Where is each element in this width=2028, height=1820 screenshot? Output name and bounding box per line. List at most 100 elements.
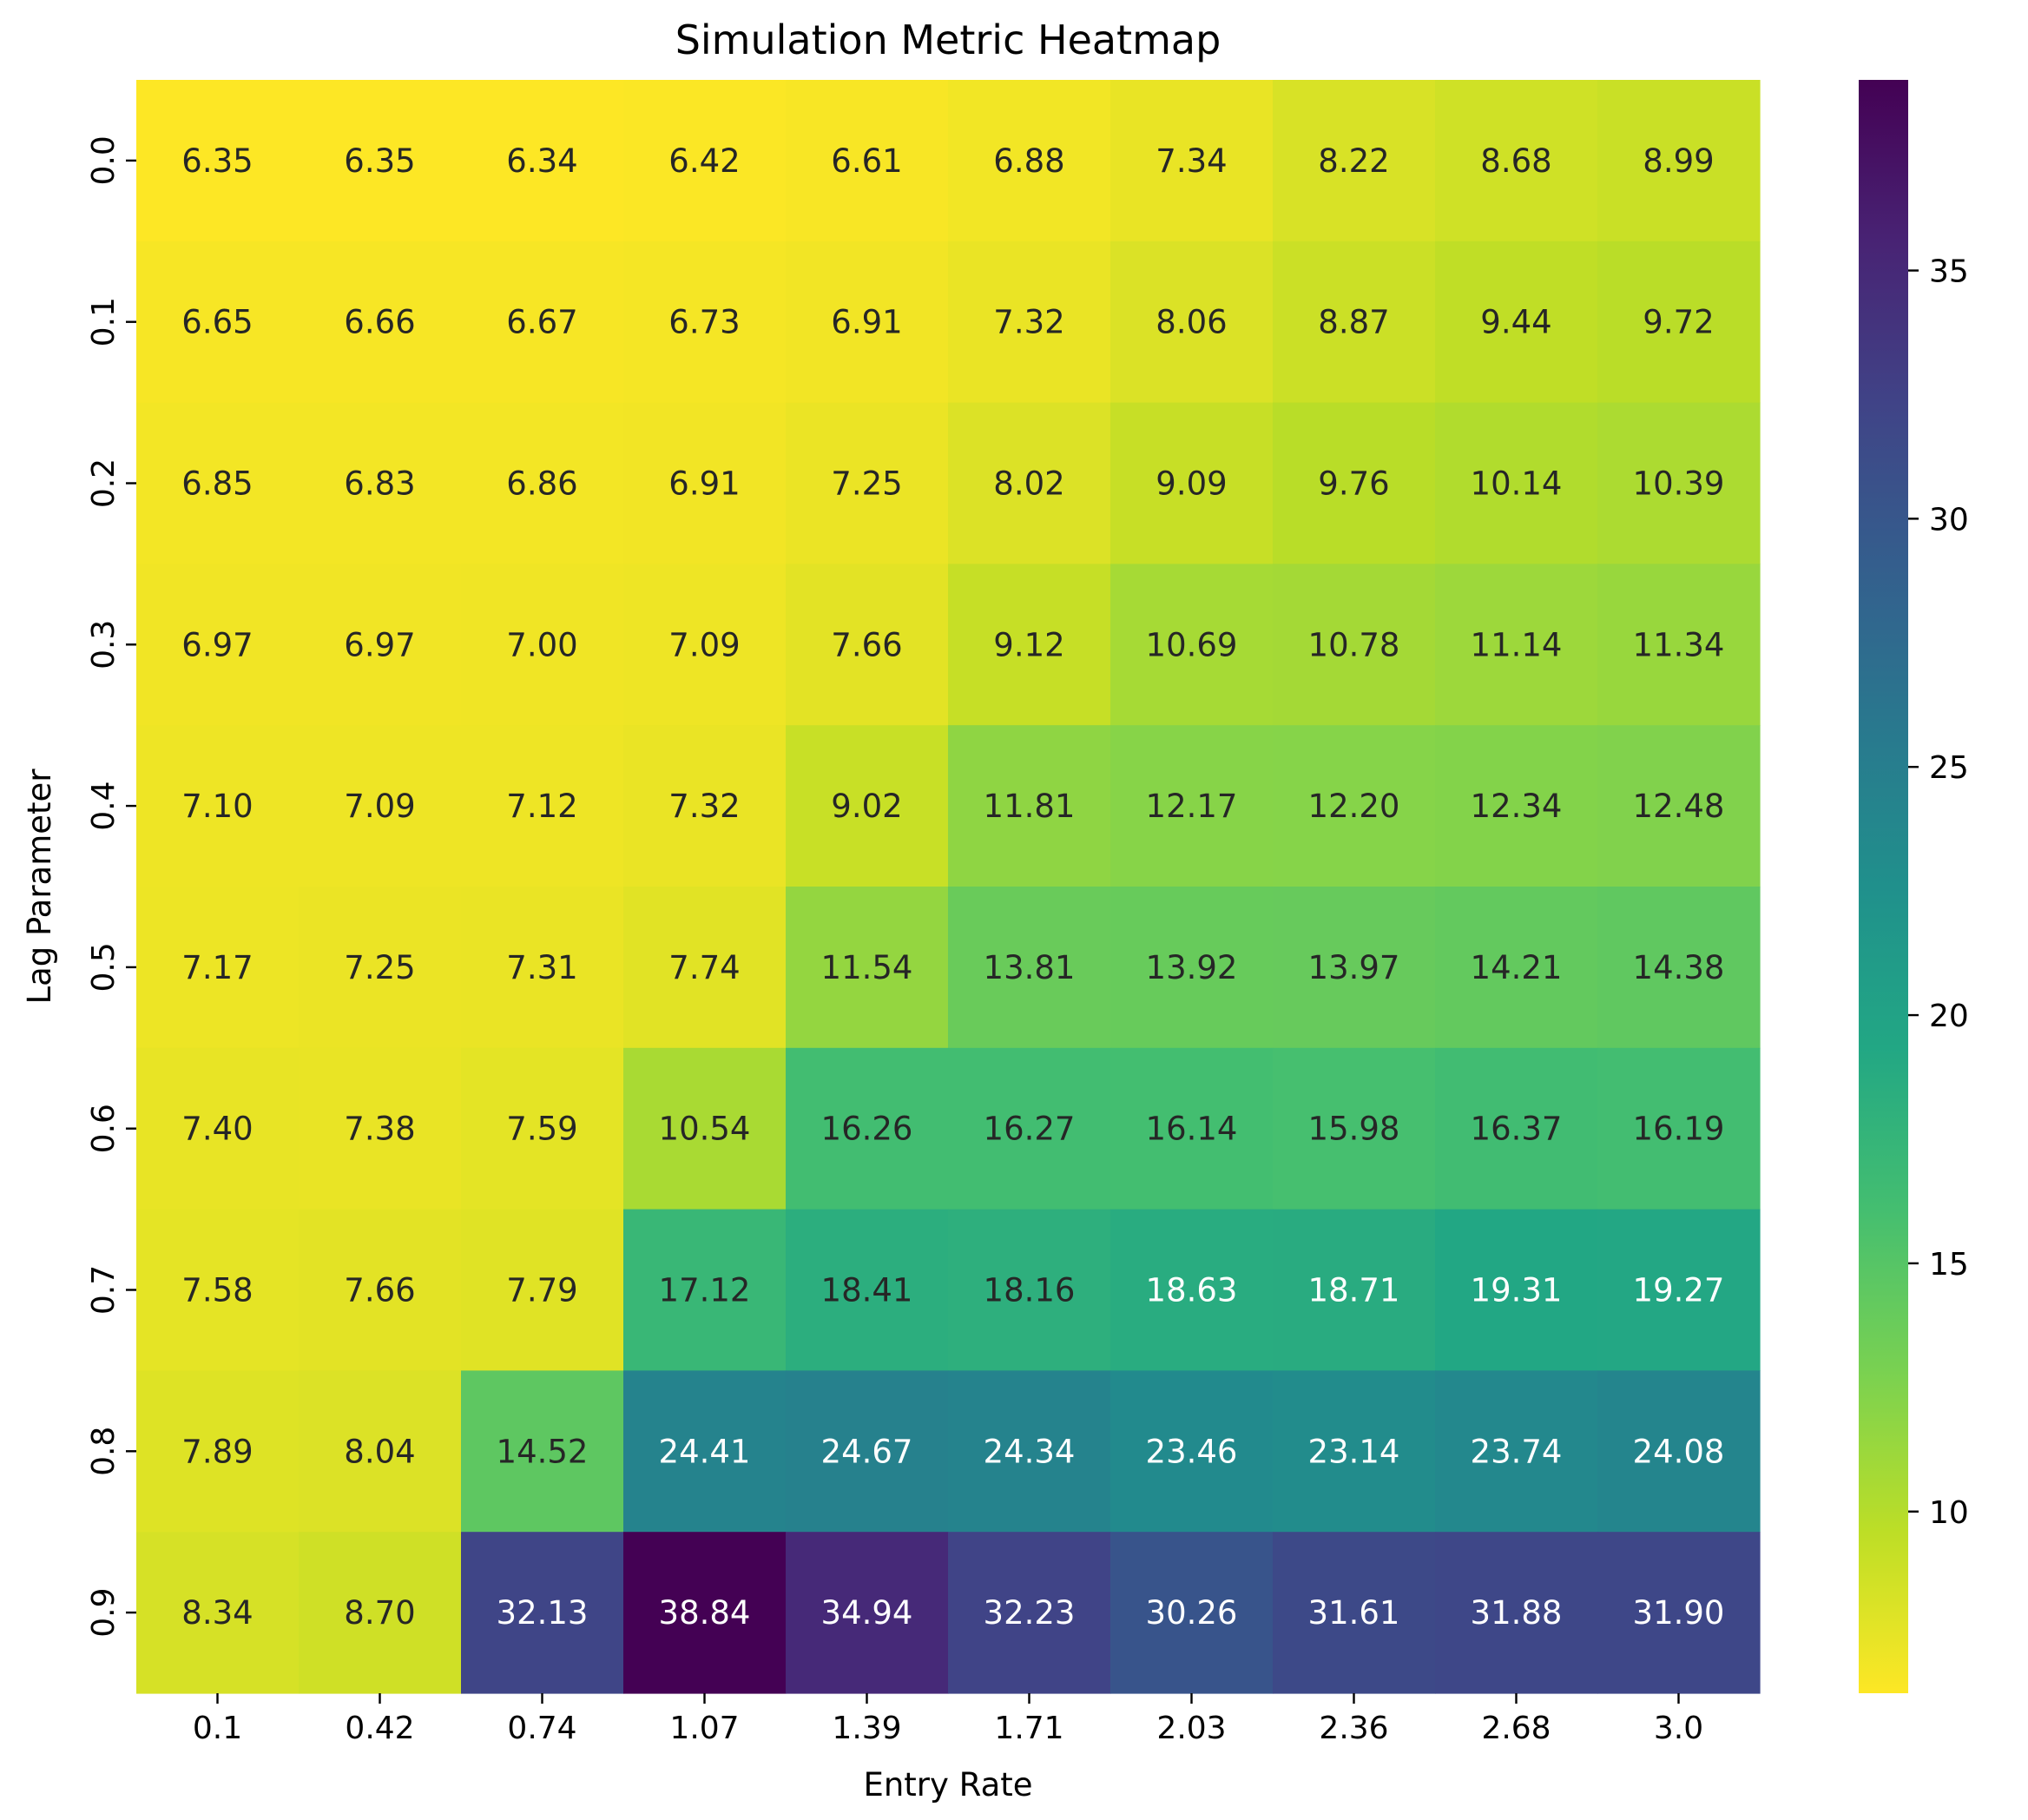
heatmap-cell <box>136 887 300 1049</box>
cell-value-label: 32.23 <box>984 1594 1076 1632</box>
x-tick-label: 0.74 <box>507 1711 576 1746</box>
heatmap-cell <box>1273 1047 1436 1210</box>
cell-value-label: 15.98 <box>1308 1111 1400 1148</box>
colorbar-tick-label: 35 <box>1929 254 1969 290</box>
heatmap-cell <box>1273 887 1436 1049</box>
heatmap-cell <box>1435 1532 1598 1694</box>
heatmap-cell <box>948 1209 1111 1371</box>
y-axis-label: Lag Parameter <box>21 768 58 1005</box>
cell-value-label: 24.67 <box>821 1433 913 1470</box>
heatmap-cell <box>1597 1047 1761 1210</box>
heatmap-cell <box>461 1209 624 1371</box>
heatmap-cell <box>1273 1370 1436 1533</box>
colorbar-tick-label: 30 <box>1929 502 1969 537</box>
cell-value-label: 16.14 <box>1146 1111 1238 1148</box>
y-tick-label: 0.3 <box>86 620 122 669</box>
heatmap-cell <box>1273 80 1436 242</box>
y-tick-label: 0.4 <box>86 781 122 830</box>
cell-value-label: 9.02 <box>831 788 902 825</box>
y-tick-label: 0.2 <box>86 458 122 508</box>
heatmap-cell <box>786 725 949 887</box>
cell-value-label: 24.34 <box>984 1433 1076 1470</box>
cell-value-label: 16.37 <box>1471 1111 1563 1148</box>
heatmap-cell <box>623 887 787 1049</box>
heatmap-cell <box>1110 402 1274 564</box>
cell-value-label: 18.63 <box>1146 1272 1238 1309</box>
heatmap-cell <box>299 241 462 404</box>
cell-value-label: 34.94 <box>821 1594 913 1632</box>
cell-value-label: 10.54 <box>659 1111 751 1148</box>
heatmap-cell <box>1435 887 1598 1049</box>
heatmap-cell <box>948 1047 1111 1210</box>
colorbar-ticks: 10 15 20 25 30 35 <box>1908 254 1969 1531</box>
cell-value-label: 31.61 <box>1308 1594 1400 1632</box>
cell-value-label: 13.81 <box>984 949 1076 986</box>
cell-value-label: 7.58 <box>181 1272 253 1309</box>
heatmap-cell-labels: 6.35 6.35 6.34 6.42 6.61 6.88 7.34 8.22 8.68 8.99… <box>181 142 1724 1632</box>
cell-value-label: 9.12 <box>993 626 1064 663</box>
cell-value-label: 24.41 <box>659 1433 751 1470</box>
cell-value-label: 7.12 <box>506 788 577 825</box>
x-tick-label: 0.42 <box>345 1711 414 1746</box>
cell-value-label: 7.40 <box>181 1111 253 1148</box>
cell-value-label: 16.19 <box>1633 1111 1725 1148</box>
cell-value-label: 23.74 <box>1471 1433 1563 1470</box>
cell-value-label: 12.17 <box>1146 788 1238 825</box>
cell-value-label: 18.16 <box>984 1272 1076 1309</box>
cell-value-label: 23.46 <box>1146 1433 1238 1470</box>
cell-value-label: 24.08 <box>1633 1433 1725 1470</box>
heatmap-cell <box>1110 564 1274 726</box>
heatmap-cell <box>1110 1047 1274 1210</box>
heatmap-cell <box>461 887 624 1049</box>
cell-value-label: 12.20 <box>1308 788 1400 825</box>
heatmap-cell <box>136 564 300 726</box>
cell-value-label: 17.12 <box>659 1272 751 1309</box>
cell-value-label: 12.34 <box>1471 788 1563 825</box>
heatmap-cell <box>786 402 949 564</box>
cell-value-label: 7.31 <box>506 949 577 986</box>
cell-value-label: 14.21 <box>1471 949 1563 986</box>
x-tick-label: 1.71 <box>994 1711 1063 1746</box>
y-tick-label: 0.0 <box>86 135 122 185</box>
heatmap-cell <box>623 1047 787 1210</box>
cell-value-label: 8.87 <box>1318 304 1389 341</box>
cell-value-label: 11.81 <box>984 788 1076 825</box>
heatmap-cell <box>1110 1532 1274 1694</box>
cell-value-label: 19.27 <box>1633 1272 1725 1309</box>
heatmap-cell <box>299 1370 462 1533</box>
cell-value-label: 7.09 <box>344 788 415 825</box>
heatmap-cell <box>786 564 949 726</box>
heatmap-cell <box>299 1209 462 1371</box>
heatmap-cell <box>948 80 1111 242</box>
cell-value-label: 6.66 <box>344 304 415 341</box>
cell-value-label: 6.73 <box>668 304 740 341</box>
cell-value-label: 9.44 <box>1480 304 1551 341</box>
cell-value-label: 10.78 <box>1308 626 1400 663</box>
cell-value-label: 7.59 <box>506 1111 577 1148</box>
cell-value-label: 6.65 <box>181 304 253 341</box>
cell-value-label: 8.34 <box>181 1594 253 1632</box>
heatmap-cell <box>299 564 462 726</box>
heatmap-cell <box>299 1532 462 1694</box>
cell-value-label: 8.99 <box>1643 142 1714 180</box>
heatmap-cell <box>1273 1532 1436 1694</box>
heatmap-cell <box>1435 564 1598 726</box>
cell-value-label: 9.76 <box>1318 465 1389 503</box>
heatmap-cell <box>299 725 462 887</box>
heatmap-cell <box>136 1209 300 1371</box>
heatmap-cell <box>786 887 949 1049</box>
heatmap-cell <box>623 241 787 404</box>
heatmap-cells <box>136 80 1761 1694</box>
heatmap-cell <box>623 725 787 887</box>
cell-value-label: 8.70 <box>344 1594 415 1632</box>
x-tick-label: 3.0 <box>1654 1711 1703 1746</box>
cell-value-label: 7.17 <box>181 949 253 986</box>
cell-value-label: 12.48 <box>1633 788 1725 825</box>
heatmap-cell <box>1597 1209 1761 1371</box>
x-tick-label: 1.07 <box>669 1711 739 1746</box>
heatmap-cell <box>461 725 624 887</box>
heatmap-cell <box>1110 80 1274 242</box>
y-tick-label: 0.7 <box>86 1265 122 1315</box>
heatmap-cell <box>948 1370 1111 1533</box>
cell-value-label: 6.86 <box>506 465 577 503</box>
